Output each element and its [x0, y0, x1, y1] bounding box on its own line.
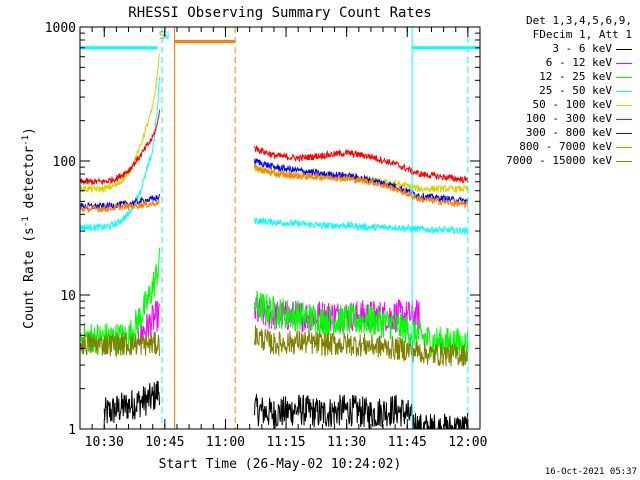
series-line-1 — [103, 380, 160, 424]
x-tick-label: 11:15 — [266, 435, 305, 450]
chart-title: RHESSI Observing Summary Count Rates — [128, 5, 431, 21]
y-tick-label: 1000 — [45, 21, 76, 36]
x-tick-label: 11:30 — [327, 435, 366, 450]
legend-entry-label: 7000 - 15000 keV — [506, 154, 612, 167]
legend-entry: 100 - 300 keV — [526, 112, 632, 125]
series-line-4 — [254, 216, 469, 236]
series-line-4 — [79, 76, 160, 233]
x-axis: 10:30 10:45 11:00 11:15 11:30 11:45 12:00 — [79, 27, 487, 450]
y-axis: 1 10 100 1000 — [45, 21, 480, 438]
legend-entry-label: 50 - 100 keV — [532, 98, 612, 111]
legend-entry: 7000 - 15000 keV — [506, 154, 632, 167]
legend-entry: 800 - 7000 keV — [519, 140, 632, 153]
legend-entry-label: 3 - 6 keV — [552, 42, 612, 55]
event-marker-s: S — [159, 29, 166, 42]
legend-swatch — [616, 146, 632, 148]
legend-header-line-2: FDecim 1, Att 1 — [532, 28, 632, 41]
series-line-6 — [254, 145, 469, 184]
legend-entry-label: 25 - 50 keV — [539, 84, 612, 97]
plot-frame — [79, 26, 481, 430]
timestamp: 16-Oct-2021 05:37 — [544, 467, 637, 477]
series-line-2 — [137, 300, 160, 346]
series-line-2 — [254, 297, 420, 334]
legend-entry: 25 - 50 keV — [539, 84, 632, 97]
legend-swatch — [616, 104, 632, 106]
legend-swatch — [616, 76, 632, 78]
series-line-1 — [254, 393, 469, 430]
legend-entry: 6 - 12 keV — [546, 56, 632, 69]
legend-entry-label: 100 - 300 keV — [525, 112, 612, 125]
series-line-9 — [79, 332, 160, 358]
series-line-5 — [79, 53, 160, 194]
legend-header-line-1: Det 1,3,4,5,6,9, — [526, 14, 632, 27]
y-tick-label: 1 — [68, 423, 76, 438]
legend-swatch — [616, 118, 632, 120]
x-tick-label: 11:00 — [206, 435, 245, 450]
legend-entry-label: 12 - 25 keV — [539, 70, 612, 83]
x-tick-label: 12:00 — [448, 435, 487, 450]
series-line-3 — [79, 247, 160, 354]
legend-entry: 12 - 25 keV — [539, 70, 632, 83]
legend-swatch — [616, 90, 632, 92]
legend-entry: 3 - 6 keV — [552, 42, 632, 55]
event-marker-n: N — [163, 29, 170, 42]
y-axis-label: Count Rate (s-1 detector-1) — [21, 127, 37, 329]
legend-swatch — [616, 62, 632, 64]
series-line-8 — [254, 162, 469, 210]
legend-entry: 50 - 100 keV — [533, 98, 632, 111]
y-tick-label: 100 — [53, 155, 76, 170]
legend-entry-label: 300 - 800 keV — [525, 126, 612, 139]
series-line-8 — [79, 199, 160, 214]
series-line-9 — [254, 325, 469, 367]
x-tick-label: 10:45 — [145, 435, 184, 450]
legend-entry: 300 - 800 keV — [526, 126, 632, 139]
x-tick-label: 11:45 — [388, 435, 427, 450]
legend-swatch — [616, 48, 632, 50]
legend-entry-label: 6 - 12 keV — [545, 56, 612, 69]
y-tick-label: 10 — [60, 289, 76, 304]
legend-entry-label: 800 - 7000 keV — [519, 140, 612, 153]
legend-swatch — [616, 132, 632, 134]
series-line-6 — [79, 109, 160, 186]
plot-area: SN — [79, 26, 481, 430]
x-axis-label: Start Time (26-May-02 10:24:02) — [159, 457, 402, 472]
x-tick-label: 10:30 — [85, 435, 124, 450]
legend-swatch — [616, 160, 632, 162]
